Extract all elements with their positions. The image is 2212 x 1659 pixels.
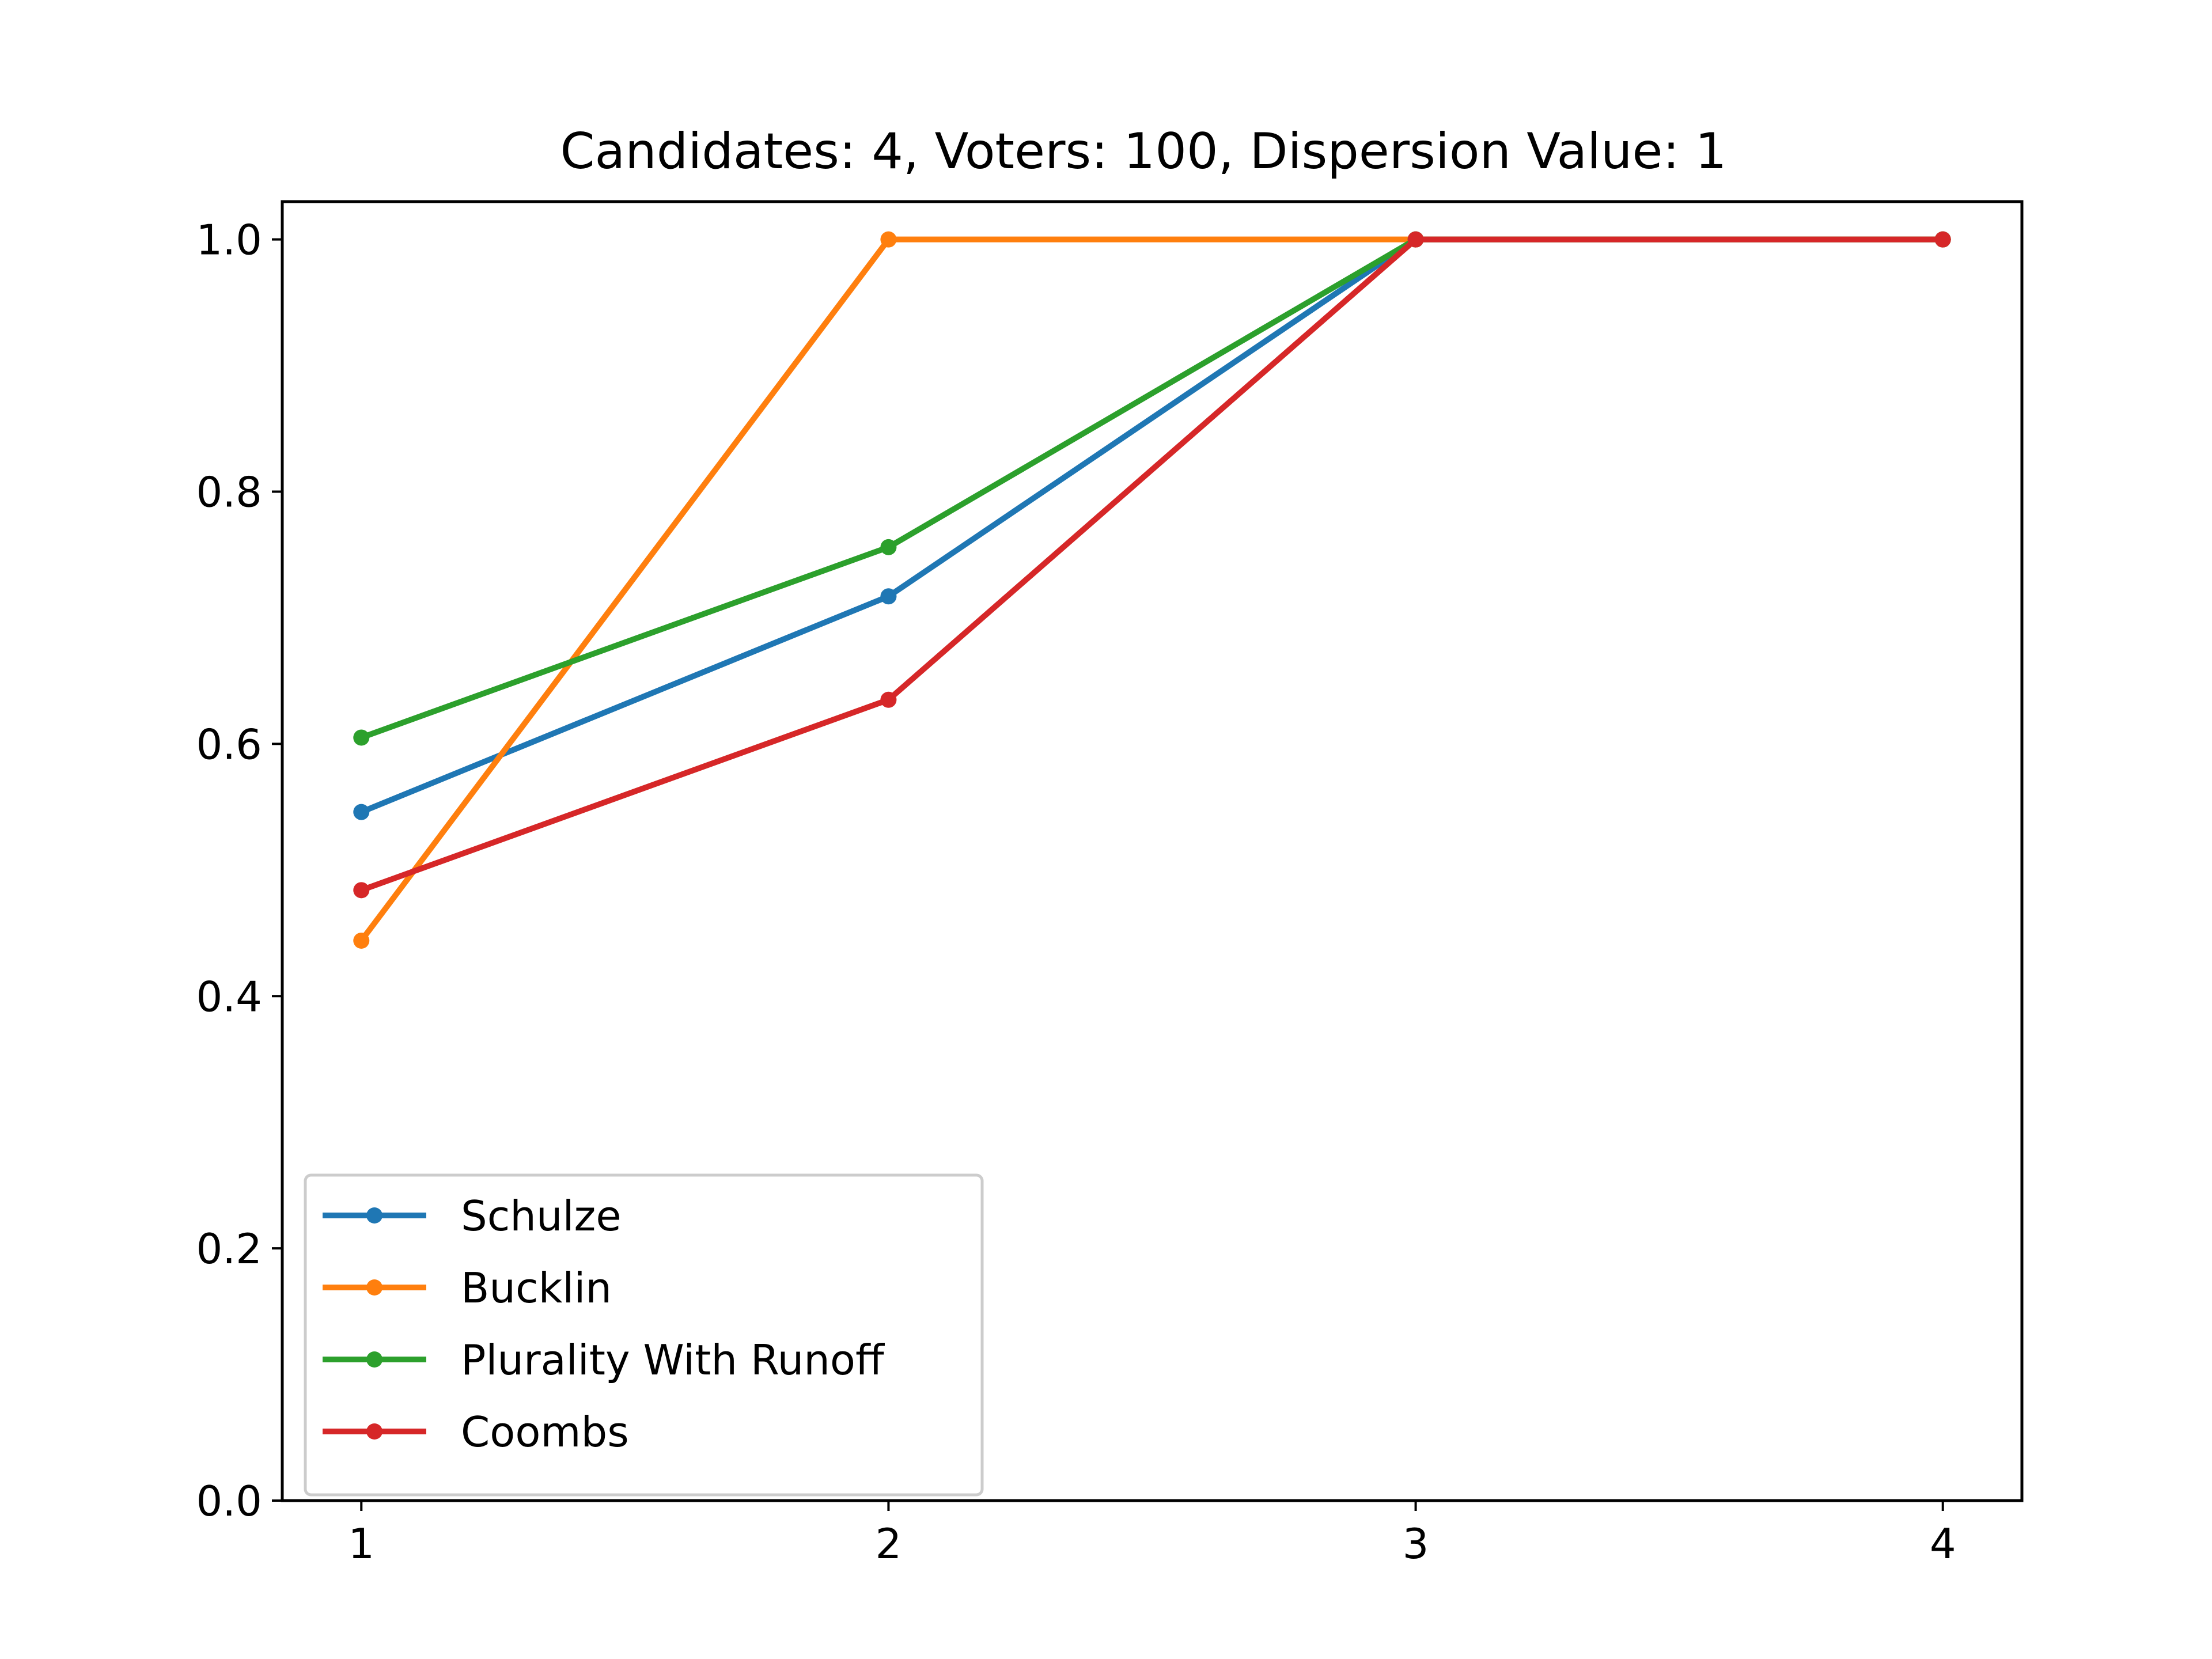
x-tick-label: 4	[1930, 1520, 1956, 1568]
legend-box	[304, 1173, 984, 1497]
data-point-bucklin-1	[353, 932, 370, 949]
y-tick-label: 0.2	[196, 1225, 262, 1273]
data-point-coombs-1	[353, 882, 370, 899]
axes-frame	[281, 200, 2024, 1502]
series-line-coombs	[357, 236, 1946, 894]
y-tick-label: 0.8	[196, 468, 262, 517]
x-tick-label: 3	[1403, 1520, 1429, 1568]
data-point-bucklin-2	[880, 231, 897, 248]
data-point-schulze-2	[880, 588, 897, 605]
x-tick-label: 2	[876, 1520, 902, 1568]
plot-area	[353, 231, 1951, 949]
data-point-schulze-1	[353, 804, 370, 820]
x-tick-label: 1	[348, 1520, 374, 1568]
legend-label-schulze: Schulze	[461, 1192, 622, 1240]
data-point-plurality-with-runoff-2	[880, 539, 897, 555]
legend-marker-schulze	[366, 1207, 382, 1224]
y-tick-label: 1.0	[196, 216, 262, 264]
legend-label-coombs: Coombs	[461, 1408, 629, 1456]
data-point-coombs-2	[880, 691, 897, 708]
y-tick-label: 0.0	[196, 1477, 262, 1525]
legend-marker-bucklin	[366, 1279, 382, 1296]
y-tick-label: 0.4	[196, 972, 262, 1021]
data-point-coombs-3	[1407, 231, 1424, 248]
data-point-plurality-with-runoff-1	[353, 729, 370, 746]
legend: Schulze Bucklin Plurality With Runoff Coomb…	[304, 1173, 984, 1497]
legend-label-bucklin: Bucklin	[461, 1264, 612, 1312]
series-line-schulze	[357, 236, 1946, 816]
chart-title: Candidates: 4, Voters: 100, Dispersion V…	[560, 123, 1727, 180]
series-line-plurality-with-runoff	[357, 236, 1946, 741]
legend-marker-plurality-with-runoff	[366, 1351, 382, 1368]
data-point-coombs-4	[1934, 231, 1951, 248]
legend-marker-coombs	[366, 1423, 382, 1440]
legend-label-plurality-with-runoff: Plurality With Runoff	[461, 1336, 885, 1384]
y-tick-label: 0.6	[196, 720, 262, 768]
series-line-bucklin	[357, 236, 1946, 945]
axes: 1 2 3 4 0.0 0.2 0.4 0.6 0.8 1.0	[196, 200, 2024, 1568]
